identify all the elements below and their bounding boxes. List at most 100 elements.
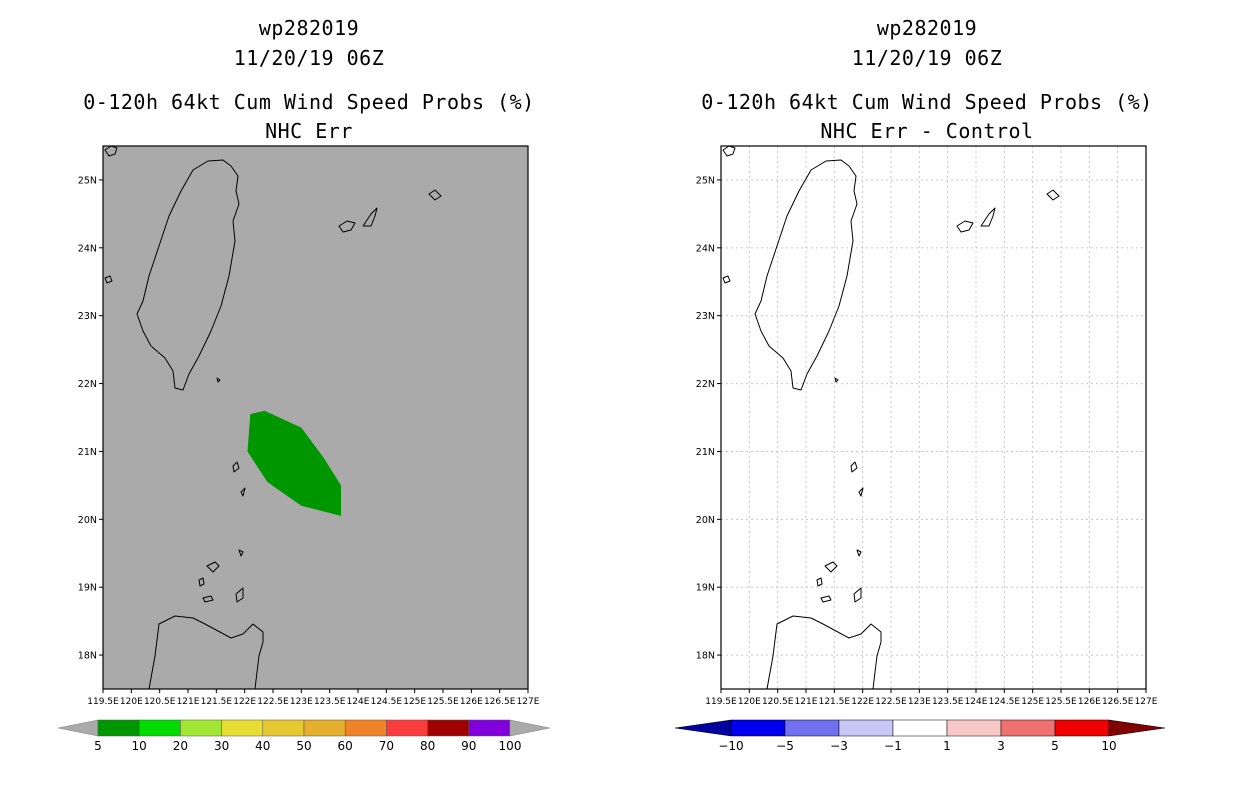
difference-map: 18N 19N 20N 21N 22N 23N 24N 25N 119.5E 120E 120.5E… (696, 145, 1158, 707)
taiwan-coastline (754, 159, 858, 391)
x-tick-label: 123E (908, 697, 931, 707)
sabtang-coastline (858, 487, 864, 497)
green-island-coastline (834, 377, 839, 383)
x-tick-label: 121.5E (201, 697, 233, 707)
y-tick-label: 24N (78, 243, 97, 254)
taiwan-coastline (136, 159, 240, 391)
colorbar-swatch (262, 719, 305, 737)
right-panel: wp282019 11/20/19 06Z 0-120h 64kt Cum Wi… (618, 0, 1236, 800)
y-tick-label: 19N (696, 583, 715, 594)
colorbar-swatch (138, 719, 181, 737)
x-tick-label: 127E (1135, 697, 1158, 707)
x-tick-label: 126E (460, 697, 483, 707)
x-tick-label: 127E (517, 697, 540, 707)
camiguin-coastline (853, 587, 862, 603)
y-tick-label: 21N (696, 447, 715, 458)
camiguin-coastline (235, 587, 244, 603)
colorbar-swatch (97, 719, 140, 737)
colorbar-label: 5 (1051, 739, 1059, 753)
subtitle: NHC Err - Control (820, 119, 1034, 143)
luzon-coastline (766, 615, 882, 690)
y-tick-label: 23N (696, 311, 715, 322)
colorbar-end-right (509, 719, 551, 737)
x-tick-label: 124.5E (989, 697, 1021, 707)
left-panel: wp282019 11/20/19 06Z 0-120h 64kt Cum Wi… (57, 16, 551, 753)
datetime-title: 11/20/19 06Z (851, 46, 1003, 70)
map-background (103, 146, 528, 689)
x-tick-label: 125.5E (1045, 697, 1077, 707)
colorbar-swatch (892, 719, 948, 737)
colorbar-label: 80 (420, 739, 435, 753)
colorbar-swatch (838, 719, 894, 737)
x-tick-label: 122.5E (875, 697, 907, 707)
x-tick-label: 125E (1021, 697, 1044, 707)
colorbar-swatch (946, 719, 1002, 737)
colorbar: −10 −5 −3 −1 1 3 5 10 (674, 719, 1166, 753)
colorbar-swatch (1054, 719, 1110, 737)
penghu-coastline (104, 275, 113, 284)
y-tick-label: 20N (696, 515, 715, 526)
dalupiri-coastline (820, 595, 832, 603)
colorbar-label: 50 (296, 739, 311, 753)
japan-islet-coastline (722, 145, 736, 157)
colorbar-label: 40 (255, 739, 270, 753)
fuga-coastline (816, 577, 823, 587)
luzon-coastline (148, 615, 264, 690)
storm-id-title: wp282019 (258, 16, 360, 40)
x-tick-label: 123E (290, 697, 313, 707)
green-island-coastline (216, 377, 221, 383)
colorbar-swatch (303, 719, 346, 737)
colorbar-end-right (1108, 719, 1166, 737)
y-tick-label: 24N (696, 243, 715, 254)
x-tick-label: 123.5E (314, 697, 346, 707)
colorbar-label: 5 (94, 739, 102, 753)
colorbar-label: 70 (379, 739, 394, 753)
colorbar-swatch (427, 719, 470, 737)
calayan-coastline (206, 561, 220, 573)
x-tick-label: 120.5E (762, 697, 794, 707)
y-tick-label: 20N (78, 515, 97, 526)
y-tick-label: 23N (78, 311, 97, 322)
datetime-title: 11/20/19 06Z (233, 46, 385, 70)
x-tick-label: 122.5E (257, 697, 289, 707)
colorbar-swatch (1000, 719, 1056, 737)
x-tick-label: 126.5E (1102, 697, 1134, 707)
x-tick-label: 120.5E (144, 697, 176, 707)
y-tick-label: 25N (696, 175, 715, 186)
y-tick-label: 19N (78, 583, 97, 594)
colorbar-label: 90 (461, 739, 476, 753)
ishigaki-coastline (362, 207, 378, 227)
ishigaki-coastline (980, 207, 996, 227)
x-tick-label: 124E (965, 697, 988, 707)
x-tick-label: 122E (233, 697, 256, 707)
babuyan-coastline (238, 549, 244, 557)
product-title: 0-120h 64kt Cum Wind Speed Probs (%) (83, 90, 535, 114)
batan-coastline (850, 461, 858, 473)
sabtang-coastline (240, 487, 246, 497)
colorbar-end-left (57, 719, 99, 737)
x-tick-label: 120E (120, 697, 143, 707)
coastlines (104, 145, 442, 690)
y-tick-label: 18N (78, 651, 97, 662)
x-tick-label: 121E (795, 697, 818, 707)
fuga-coastline (198, 577, 205, 587)
x-tick-label: 119.5E (705, 697, 737, 707)
colorbar-swatch (180, 719, 222, 737)
map-frame (720, 145, 1147, 690)
product-title: 0-120h 64kt Cum Wind Speed Probs (%) (701, 90, 1153, 114)
colorbar-label: 3 (997, 739, 1005, 753)
calayan-coastline (824, 561, 838, 573)
colorbar-label: 10 (1101, 739, 1116, 753)
iriomote-coastline (956, 220, 974, 233)
colorbar-label: 10 (132, 739, 147, 753)
coastlines (722, 145, 1060, 690)
colorbar-label: 20 (173, 739, 188, 753)
colorbar-swatch (730, 719, 786, 737)
colorbar-swatch (784, 719, 840, 737)
grid-lines (721, 146, 1146, 689)
y-tick-label: 22N (696, 379, 715, 390)
colorbar-swatch (386, 719, 428, 737)
babuyan-coastline (856, 549, 862, 557)
colorbar-label: −10 (718, 739, 743, 753)
x-tick-label: 126.5E (484, 697, 516, 707)
